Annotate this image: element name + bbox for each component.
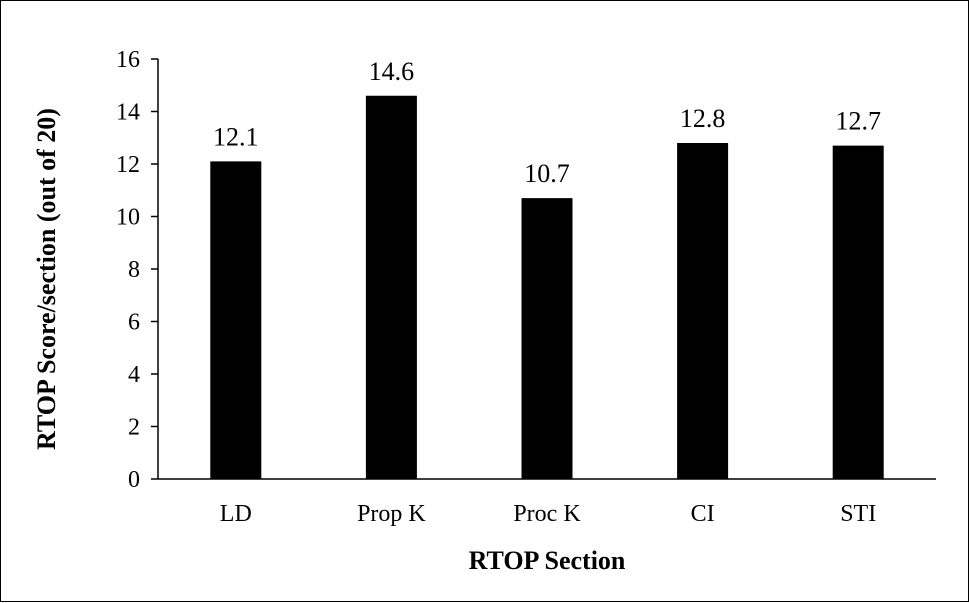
x-tick-label: CI [691,501,715,527]
y-tick-label: 14 [116,100,140,126]
bar-ci [677,143,729,479]
x-tick-label: STI [840,501,876,527]
data-labels: 12.1 14.6 10.7 12.8 12.7 [213,57,881,188]
y-tick-label: 0 [128,467,140,493]
y-axis-title: RTOP Score/section (out of 20) [32,108,61,450]
y-tick-label: 16 [116,47,140,73]
data-label: 12.7 [835,107,881,136]
x-tick-label: LD [220,501,252,527]
bar-prop-k [365,95,417,479]
data-label: 12.1 [213,122,259,151]
data-label: 14.6 [369,57,415,86]
y-tick-label: 2 [128,415,140,441]
bar-sti [832,145,884,479]
y-tick-label: 4 [128,362,140,388]
y-tick-label: 12 [116,152,140,178]
x-tick-label: Proc K [513,501,581,527]
data-label: 12.8 [680,104,726,133]
bar-ld [210,161,262,479]
bar-proc-k [521,198,573,479]
y-tick-label: 10 [116,205,140,231]
x-tick-label: Prop K [357,501,426,527]
x-axis-ticks: LD Prop K Proc K CI STI [220,501,876,527]
data-label: 10.7 [524,159,570,188]
y-tick-label: 6 [128,310,140,336]
x-axis-title: RTOP Section [469,546,626,575]
bars [210,95,884,479]
y-tick-label: 8 [128,257,140,283]
y-axis-ticks: 0 2 4 6 8 10 12 14 16 [116,47,158,493]
